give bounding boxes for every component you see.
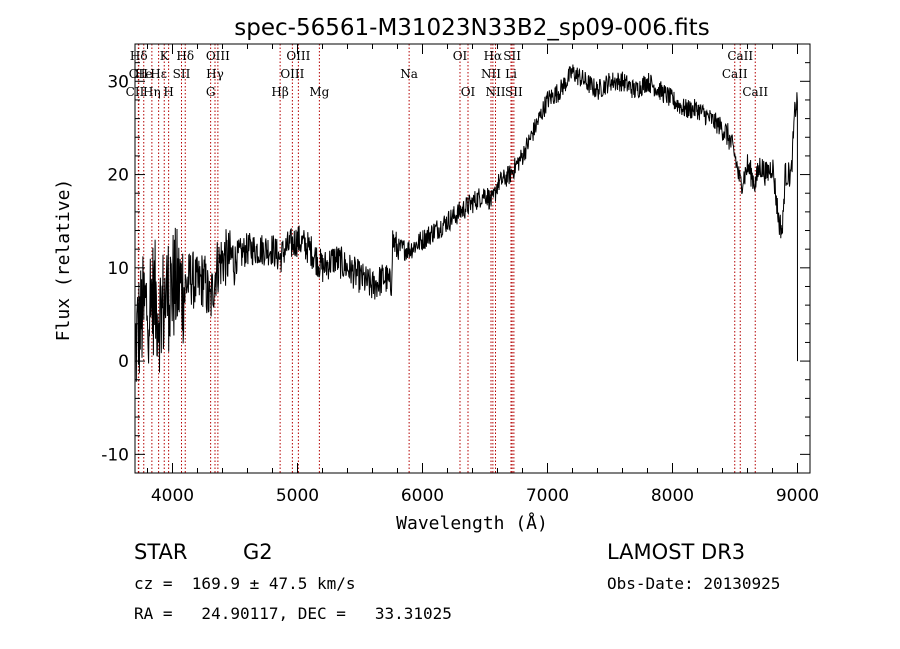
subclass: G2 [243, 540, 273, 564]
spectral-line-label: Hδ [130, 49, 148, 63]
spectral-line-label: OI [453, 49, 468, 63]
spectral-line-label: Hβ [271, 85, 288, 99]
spectral-line-label: CaII [722, 67, 748, 81]
x-tick-label: 8000 [651, 486, 694, 506]
x-tick-label: 9000 [776, 486, 819, 506]
spectral-line-label: Hη [143, 85, 161, 99]
spectral-line-label: Hγ [206, 67, 224, 81]
spectral-line-label: He [135, 67, 153, 81]
survey-name: LAMOST DR3 [607, 540, 746, 564]
chart-title: spec-56561-M31023N33B2_sp09-006.fits [234, 15, 709, 41]
spectral-line-label: Na [400, 67, 418, 81]
spectral-line-label: OIII [206, 49, 230, 63]
y-tick-label: 20 [107, 166, 129, 186]
x-axis-label: Wavelength (Å) [396, 512, 548, 534]
y-axis-label: Flux (relative) [53, 179, 74, 342]
redshift-readout: cz = 169.9 ± 47.5 km/s [134, 574, 356, 593]
x-tick-label: 5000 [276, 486, 319, 506]
x-axis: 4000 5000 6000 7000 8000 9000 [147, 44, 819, 506]
spectral-line-label: Hα [484, 49, 503, 63]
spectrum-series-line [134, 64, 798, 382]
object-class: STAR [134, 540, 188, 564]
x-tick-label: 4000 [151, 486, 194, 506]
spectral-line-label: NII [481, 67, 501, 81]
spectral-line-label: OII [129, 67, 149, 81]
y-axis: -10 0 10 20 30 [101, 43, 810, 465]
y-tick-label: 10 [107, 259, 129, 279]
spectral-line-label: CaII [742, 85, 768, 99]
spectral-line-label: SII [173, 67, 191, 81]
spectral-line-label: CaII [727, 49, 753, 63]
spectral-line-label: Hδ [176, 49, 194, 63]
spectral-line-label: Hε [150, 67, 167, 81]
spectral-line-label: NII [486, 85, 506, 99]
spectral-line-label: Mg [309, 85, 329, 99]
y-tick-label: 30 [107, 72, 129, 92]
spectral-line-label: Li [505, 67, 517, 81]
x-tick-label: 6000 [401, 486, 444, 506]
y-tick-label: -10 [101, 445, 129, 465]
coordinates: RA = 24.90117, DEC = 33.31025 [134, 604, 452, 623]
spectral-line-label: SII [503, 49, 521, 63]
spectral-line-label: OI [461, 85, 476, 99]
y-tick-label: 0 [118, 352, 129, 372]
spectral-line-label: OIII [286, 49, 310, 63]
spectral-line-label: H [163, 85, 173, 99]
spectral-line-label: OIII [280, 67, 304, 81]
obs-date: Obs-Date: 20130925 [607, 574, 781, 593]
x-tick-label: 7000 [526, 486, 569, 506]
spectral-line-label: K [160, 49, 170, 63]
plot-frame [134, 43, 811, 474]
spectral-line-label: G [206, 85, 216, 99]
spectral-line-label: SII [505, 85, 523, 99]
